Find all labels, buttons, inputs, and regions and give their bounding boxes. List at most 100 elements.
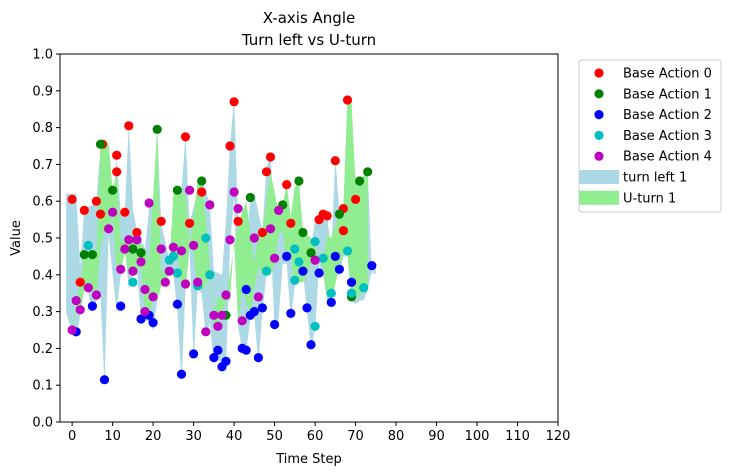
- point-base-action-4: [237, 316, 247, 326]
- point-base-action-0: [124, 121, 134, 131]
- y-tick-label: 0.6: [32, 195, 53, 210]
- point-base-action-2: [330, 251, 340, 261]
- point-base-action-4: [164, 266, 174, 276]
- point-base-action-4: [253, 292, 263, 302]
- point-base-action-4: [116, 264, 126, 274]
- point-base-action-4: [189, 240, 199, 250]
- point-base-action-4: [75, 305, 85, 315]
- point-base-action-0: [351, 194, 361, 204]
- chart-subtitle: Turn left vs U-turn: [241, 31, 376, 49]
- point-base-action-4: [104, 224, 114, 234]
- chart-title: X-axis Angle: [263, 9, 355, 27]
- point-base-action-2: [298, 266, 308, 276]
- point-base-action-0: [132, 227, 142, 238]
- legend-entry-base-action-2-marker: [594, 110, 604, 120]
- legend-entry-u-turn-1-swatch: [579, 190, 619, 205]
- legend-entry-u-turn-1-label: U-turn 1: [623, 191, 676, 206]
- point-base-action-3: [294, 257, 304, 267]
- point-base-action-0: [282, 180, 292, 190]
- x-tick-label: 110: [505, 429, 530, 444]
- point-base-action-2: [367, 261, 377, 271]
- point-base-action-0: [91, 196, 101, 206]
- point-base-action-2: [148, 318, 158, 328]
- point-base-action-4: [124, 235, 134, 245]
- point-base-action-4: [136, 257, 146, 267]
- x-tick-label: 80: [388, 429, 405, 444]
- point-base-action-2: [257, 303, 267, 313]
- point-base-action-2: [314, 268, 324, 278]
- point-base-action-2: [221, 356, 231, 366]
- x-tick-label: 0: [68, 429, 76, 444]
- point-base-action-4: [217, 310, 227, 320]
- point-base-action-3: [205, 270, 215, 280]
- point-base-action-4: [140, 307, 150, 317]
- y-tick-label: 0.1: [32, 379, 53, 394]
- point-base-action-2: [176, 369, 187, 379]
- point-base-action-2: [286, 308, 296, 318]
- point-base-action-2: [209, 353, 219, 363]
- legend-entry-base-action-3-label: Base Action 3: [623, 129, 712, 144]
- x-tick-label: 90: [428, 429, 445, 444]
- y-axis-label: Value: [9, 220, 24, 256]
- point-base-action-2: [116, 301, 126, 311]
- point-base-action-4: [148, 292, 158, 302]
- point-base-action-2: [136, 314, 146, 324]
- point-base-action-0: [180, 132, 191, 142]
- point-base-action-1: [294, 176, 304, 186]
- point-base-action-4: [229, 187, 239, 197]
- point-base-action-2: [302, 303, 312, 313]
- point-base-action-3: [290, 244, 300, 254]
- point-base-action-1: [108, 185, 118, 195]
- point-base-action-2: [172, 299, 182, 309]
- x-tick-label: 30: [185, 429, 202, 444]
- point-base-action-2: [253, 353, 263, 363]
- point-base-action-0: [79, 205, 89, 215]
- point-base-action-2: [241, 284, 251, 295]
- point-base-action-3: [201, 233, 211, 243]
- point-base-action-3: [346, 288, 357, 298]
- point-base-action-4: [160, 277, 170, 287]
- point-base-action-3: [128, 277, 138, 287]
- point-base-action-4: [209, 310, 219, 320]
- point-base-action-4: [193, 277, 203, 287]
- x-axis-label: Time Step: [275, 452, 342, 467]
- point-base-action-2: [346, 277, 357, 287]
- y-tick-label: 0.3: [32, 305, 53, 320]
- legend-entry-base-action-4-marker: [594, 151, 604, 161]
- point-base-action-0: [233, 216, 243, 226]
- x-tick-label: 50: [266, 429, 283, 444]
- point-base-action-2: [213, 345, 223, 355]
- point-base-action-0: [95, 209, 106, 219]
- legend: Base Action 0 Base Action 1 Base Action 2 B…: [578, 59, 722, 213]
- x-tick-label: 60: [307, 429, 324, 444]
- point-base-action-4: [132, 235, 142, 245]
- point-base-action-4: [233, 204, 243, 214]
- point-base-action-3: [172, 268, 182, 278]
- point-base-action-4: [168, 242, 178, 252]
- point-base-action-2: [87, 301, 97, 311]
- point-base-action-4: [120, 244, 130, 254]
- point-base-action-0: [257, 227, 267, 238]
- y-tick-label: 0.9: [32, 84, 53, 99]
- point-base-action-2: [249, 307, 259, 317]
- point-base-action-2: [189, 349, 199, 359]
- point-base-action-1: [355, 176, 365, 186]
- point-base-action-4: [180, 279, 191, 289]
- x-tick-label: 20: [145, 429, 162, 444]
- legend-entry-turn-left-1-label: turn left 1: [623, 171, 687, 186]
- legend-entry-base-action-1-label: Base Action 1: [623, 87, 712, 102]
- legend-entry-base-action-4-label: Base Action 4: [623, 150, 712, 165]
- point-base-action-1: [334, 209, 344, 219]
- y-tick-label: 0.8: [32, 121, 53, 136]
- point-base-action-2: [334, 264, 344, 274]
- band-u-turn-1: [70, 101, 368, 334]
- point-base-action-4: [265, 224, 276, 234]
- point-base-action-1: [298, 227, 308, 238]
- point-base-action-4: [144, 198, 154, 208]
- point-base-action-3: [359, 283, 369, 293]
- point-base-action-2: [270, 319, 280, 330]
- x-tick-label: 100: [465, 429, 490, 444]
- legend-entry-base-action-2-label: Base Action 2: [623, 108, 712, 123]
- point-base-action-1: [245, 192, 255, 203]
